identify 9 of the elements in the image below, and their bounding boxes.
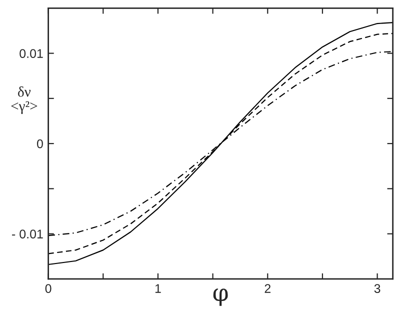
y-tick-label: 0 (36, 139, 43, 148)
x-axis-title: φ (213, 288, 228, 306)
x-tick-label: 1 (155, 284, 161, 293)
y-tick-label: - 0.01 (12, 230, 43, 238)
x-tick-label: 0 (45, 284, 52, 293)
y-axis-title: δν <γ²> (11, 86, 38, 114)
x-tick-label: 2 (264, 284, 270, 293)
y-tick-label: 0.01 (20, 49, 43, 58)
x-tick-label: 3 (374, 284, 380, 293)
